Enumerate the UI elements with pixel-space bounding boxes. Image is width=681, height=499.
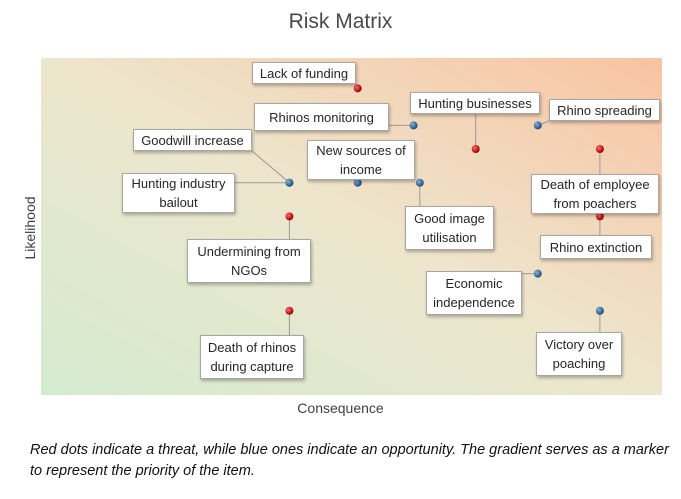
label-rhino-extinction: Rhino extinction — [540, 235, 652, 259]
figure-caption: Red dots indicate a threat, while blue o… — [30, 442, 669, 479]
label-hunting-industry-bailout: Hunting industry bailout — [122, 173, 235, 213]
label-economic-independence: Economic independence — [426, 271, 522, 315]
label-death-of-rhinos-during-capture: Death of rhinos during capture — [200, 335, 304, 379]
point-undermining-from-ngos — [285, 212, 294, 221]
point-death-of-rhinos-during-capture — [285, 306, 294, 315]
point-victory-over-poaching — [595, 306, 604, 315]
point-hunting-industry-bailout — [285, 178, 294, 187]
point-new-sources-of-income — [353, 178, 362, 187]
point-rhino-extinction — [595, 212, 604, 221]
point-death-of-employee-from-poachers — [595, 144, 604, 153]
x-axis-label: Consequence — [297, 400, 384, 416]
data-points — [285, 84, 604, 315]
point-economic-independence — [533, 269, 542, 278]
label-rhino-spreading: Rhino spreading — [549, 99, 660, 121]
label-lack-of-funding: Lack of funding — [252, 62, 356, 84]
point-lack-of-funding — [353, 84, 362, 93]
label-hunting-businesses: Hunting businesses — [410, 92, 540, 114]
label-goodwill-increase: Goodwill increase — [133, 129, 252, 151]
label-death-of-employee-from-poachers: Death of employee from poachers — [531, 174, 659, 214]
leader-goodwill-increase — [251, 150, 290, 184]
label-undermining-from-ngos: Undermining from NGOs — [187, 239, 311, 283]
label-victory-over-poaching: Victory over poaching — [536, 332, 622, 376]
point-rhino-spreading — [533, 121, 542, 130]
label-rhinos-monitoring: Rhinos monitoring — [254, 103, 389, 131]
label-good-image-utilisation: Good image utilisation — [405, 206, 494, 250]
point-good-image-utilisation — [415, 178, 424, 187]
label-new-sources-of-income: New sources of income — [307, 140, 415, 180]
point-rhinos-monitoring — [409, 121, 418, 130]
y-axis-label: Likelihood — [22, 196, 38, 260]
point-hunting-businesses — [471, 144, 480, 153]
chart-title: Risk Matrix — [288, 10, 393, 33]
